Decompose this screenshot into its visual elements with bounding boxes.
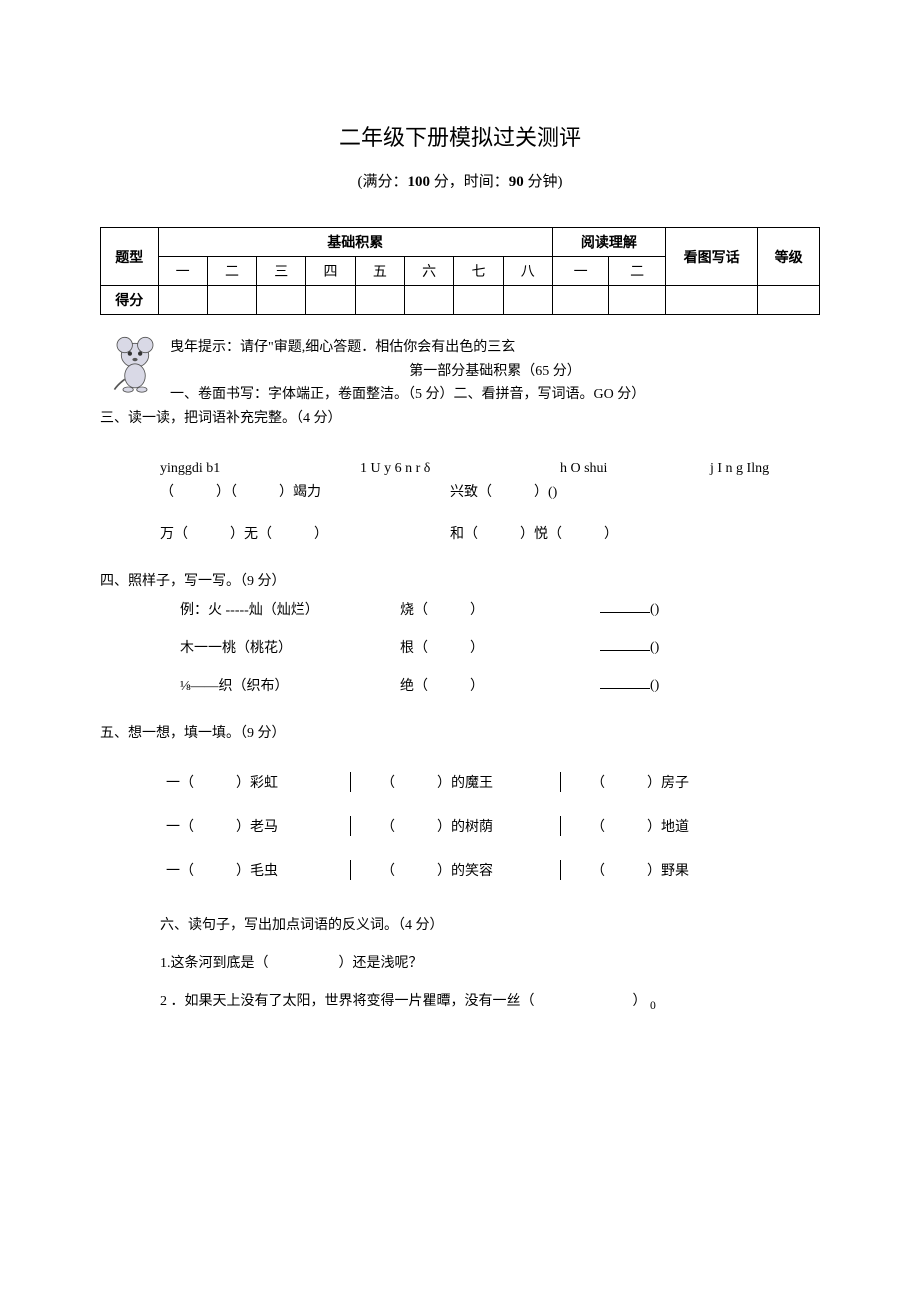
sec5-r0: 一（ ）彩虹 （ ）的魔王 （ ）房子 <box>160 760 820 804</box>
sec4-r0: 例：火 -----灿（灿烂） 烧（ ） () <box>100 599 820 619</box>
sec5-r0-c: （ ）房子 <box>560 772 740 792</box>
score-blank <box>405 286 454 315</box>
sec5-r1-c: （ ）地道 <box>560 816 740 836</box>
mouse-icon <box>100 333 170 401</box>
sec4-r0-c3: () <box>600 599 659 619</box>
score-h-type: 题型 <box>101 228 159 286</box>
score-blank <box>158 286 207 315</box>
doc-subtitle: (满分：100 分，时间：90 分钟) <box>100 170 820 191</box>
line-b: 三、读一读，把词语补充完整。（4 分） <box>100 406 820 431</box>
subtitle-score: 100 <box>407 174 430 190</box>
score-blank <box>609 286 665 315</box>
sec4-r1-c2: 根（ ） <box>400 637 600 657</box>
score-table: 题型 基础积累 阅读理解 看图写话 等级 一 二 三 四 五 六 七 八 一 二… <box>100 227 820 315</box>
score-c3: 三 <box>257 257 306 286</box>
sec4-r2: ⅛——织（织布） 绝（ ） () <box>100 675 820 695</box>
score-c2: 二 <box>207 257 256 286</box>
sec5-r2: 一（ ）毛虫 （ ）的笑容 （ ）野果 <box>160 848 820 892</box>
sec5-head: 五、想一想，填一填。（9 分） <box>100 721 820 746</box>
score-h-grade: 等级 <box>758 228 820 286</box>
score-c4: 四 <box>306 257 355 286</box>
sec5-r0-b: （ ）的魔王 <box>350 772 560 792</box>
sec4-head: 四、照样子，写一写。（9 分） <box>100 569 820 594</box>
score-blank <box>665 286 757 315</box>
score-h-write: 看图写话 <box>665 228 757 286</box>
pinyin-1: yinggdi b1 <box>160 461 360 477</box>
score-row-2: 得分 <box>101 286 820 315</box>
sec6: 六、读句子，写出加点词语的反义词。（4 分） 1.这条河到底是（ ）还是浅呢？ … <box>100 914 820 1012</box>
score-c7: 七 <box>454 257 503 286</box>
sec4-r1-c3-t: () <box>650 640 659 655</box>
fill3-b: 和（ ）悦（ ） <box>450 523 618 543</box>
sec4-r0-c2: 烧（ ） <box>400 599 600 619</box>
score-h-read: 阅读理解 <box>552 228 665 257</box>
fill2-a: （ ）（ ）竭力 <box>160 481 450 501</box>
subtitle-mid: 分，时间： <box>430 174 509 190</box>
underline <box>600 599 650 613</box>
pinyin-3: h O shui <box>560 461 710 477</box>
sec6-q1: 1.这条河到底是（ ）还是浅呢？ <box>160 952 820 972</box>
sec6-head: 六、读句子，写出加点词语的反义词。（4 分） <box>160 914 820 934</box>
score-row-0: 题型 基础积累 阅读理解 看图写话 等级 <box>101 228 820 257</box>
sec5-r1-a: 一（ ）老马 <box>160 816 350 836</box>
sec5-r2-a: 一（ ）毛虫 <box>160 860 350 880</box>
fill-row-3: 万（ ）无（ ） 和（ ）悦（ ） <box>100 523 820 543</box>
score-blank <box>306 286 355 315</box>
score-blank <box>257 286 306 315</box>
sec4-r0-c3-t: () <box>650 602 659 617</box>
sec6-q2-b: 0 <box>650 999 656 1012</box>
sec4-r1-c3: () <box>600 637 659 657</box>
tip-row: 曳年提示：请仔"审题,细心答题．相估你会有出色的三玄 第一部分基础积累（65 分… <box>100 333 820 406</box>
page-root: 二年级下册模拟过关测评 (满分：100 分，时间：90 分钟) 题型 基础积累 … <box>0 0 920 1090</box>
sec4-r2-c3: () <box>600 675 659 695</box>
score-c6: 六 <box>405 257 454 286</box>
sec6-q2: 2 ．如果天上没有了太阳，世界将变得一片瞿曋，没有一丝（ ） 0 <box>160 990 820 1012</box>
score-blank <box>758 286 820 315</box>
doc-title: 二年级下册模拟过关测评 <box>100 120 820 152</box>
sec5-r0-a: 一（ ）彩虹 <box>160 772 350 792</box>
sec5-r1-b: （ ）的树荫 <box>350 816 560 836</box>
score-h-score: 得分 <box>101 286 159 315</box>
score-c10: 二 <box>609 257 665 286</box>
score-c8: 八 <box>503 257 552 286</box>
sec4-r2-c1: ⅛——织（织布） <box>180 675 400 695</box>
score-c5: 五 <box>355 257 404 286</box>
underline <box>600 637 650 651</box>
subtitle-suffix: 分钟) <box>524 174 563 190</box>
score-blank <box>454 286 503 315</box>
sec5-grid: 一（ ）彩虹 （ ）的魔王 （ ）房子 一（ ）老马 （ ）的树荫 （ ）地道 … <box>100 760 820 892</box>
sec6-q2-a: 2 ．如果天上没有了太阳，世界将变得一片瞿曋，没有一丝（ ） <box>160 994 647 1009</box>
sec4-r1-c1: 木一一桃（桃花） <box>180 637 400 657</box>
score-h-basic: 基础积累 <box>158 228 552 257</box>
sec4-r0-c1: 例：火 -----灿（灿烂） <box>180 599 400 619</box>
fill2-b: 兴致（ ）() <box>450 481 557 501</box>
score-blank <box>207 286 256 315</box>
part1-label: 第一部分基础积累（65 分） <box>170 361 820 383</box>
sec5-r1: 一（ ）老马 （ ）的树荫 （ ）地道 <box>160 804 820 848</box>
fill-row-2: （ ）（ ）竭力 兴致（ ）() <box>100 481 820 501</box>
underline <box>600 675 650 689</box>
line-a: 一、卷面书写：字体端正，卷面整洁。（5 分）二、看拼音，写词语。GO 分） <box>170 384 820 406</box>
pinyin-4: j I n g Ilng <box>710 461 769 477</box>
score-blank <box>503 286 552 315</box>
subtitle-time: 90 <box>509 174 524 190</box>
sec4-r2-c3-t: () <box>650 678 659 693</box>
sec4-r1: 木一一桃（桃花） 根（ ） () <box>100 637 820 657</box>
tip-text: 曳年提示：请仔"审题,细心答题．相估你会有出色的三玄 <box>170 337 820 359</box>
score-blank <box>355 286 404 315</box>
score-c1: 一 <box>158 257 207 286</box>
pinyin-2: 1 U y 6 n r δ <box>360 461 560 477</box>
sec4-r2-c2: 绝（ ） <box>400 675 600 695</box>
score-blank <box>552 286 608 315</box>
pinyin-row: yinggdi b1 1 U y 6 n r δ h O shui j I n … <box>100 461 820 477</box>
tip-body: 曳年提示：请仔"审题,细心答题．相估你会有出色的三玄 第一部分基础积累（65 分… <box>170 333 820 406</box>
score-c9: 一 <box>552 257 608 286</box>
sec5-r2-b: （ ）的笑容 <box>350 860 560 880</box>
subtitle-prefix: (满分： <box>357 174 407 190</box>
fill3-a: 万（ ）无（ ） <box>160 523 450 543</box>
sec5-r2-c: （ ）野果 <box>560 860 740 880</box>
